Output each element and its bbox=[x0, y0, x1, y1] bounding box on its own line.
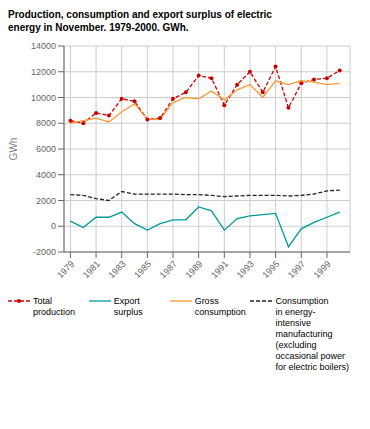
svg-text:1999: 1999 bbox=[312, 259, 333, 280]
html-text:manufacturing: manufacturing bbox=[275, 329, 333, 339]
html-text:Total: Total bbox=[33, 296, 52, 306]
svg-text:1993: 1993 bbox=[235, 259, 256, 280]
html-text:Export: Export bbox=[113, 296, 140, 306]
svg-text:1983: 1983 bbox=[106, 259, 127, 280]
svg-text:1985: 1985 bbox=[132, 259, 153, 280]
svg-text:6000: 6000 bbox=[36, 144, 56, 154]
html-text:Consumption: Consumption bbox=[275, 296, 329, 306]
html-text:for electric boilers): for electric boilers) bbox=[275, 362, 349, 372]
html-text:occasional power: occasional power bbox=[275, 351, 345, 361]
svg-text:8000: 8000 bbox=[36, 118, 56, 128]
svg-text:4000: 4000 bbox=[36, 170, 56, 180]
html-text:in energy-: in energy- bbox=[275, 307, 316, 317]
html-text:consumption: consumption bbox=[194, 307, 246, 317]
svg-text:1995: 1995 bbox=[260, 259, 281, 280]
svg-text:1979: 1979 bbox=[55, 259, 76, 280]
svg-text:0: 0 bbox=[51, 221, 56, 231]
svg-text:12000: 12000 bbox=[31, 67, 56, 77]
svg-text:14000: 14000 bbox=[31, 41, 56, 51]
svg-text:10000: 10000 bbox=[31, 93, 56, 103]
svg-text:1987: 1987 bbox=[158, 259, 179, 280]
html-text:production: production bbox=[33, 307, 75, 317]
html-text:intensive: intensive bbox=[275, 318, 311, 328]
svg-text:2000: 2000 bbox=[36, 196, 56, 206]
html-text:energy in November. 1979-2000.: energy in November. 1979-2000. GWh. bbox=[8, 22, 189, 33]
html-text:Production, consumption and ex: Production, consumption and export surpl… bbox=[8, 9, 272, 20]
svg-text:1997: 1997 bbox=[286, 259, 307, 280]
svg-text:GWh: GWh bbox=[8, 138, 19, 161]
svg-text:-2000: -2000 bbox=[33, 247, 56, 257]
svg-text:1981: 1981 bbox=[81, 259, 102, 280]
html-text:surplus: surplus bbox=[113, 307, 143, 317]
html-text:(excluding: (excluding bbox=[275, 340, 317, 350]
svg-text:1991: 1991 bbox=[209, 259, 230, 280]
svg-text:1989: 1989 bbox=[183, 259, 204, 280]
html-text:Gross: Gross bbox=[194, 296, 219, 306]
